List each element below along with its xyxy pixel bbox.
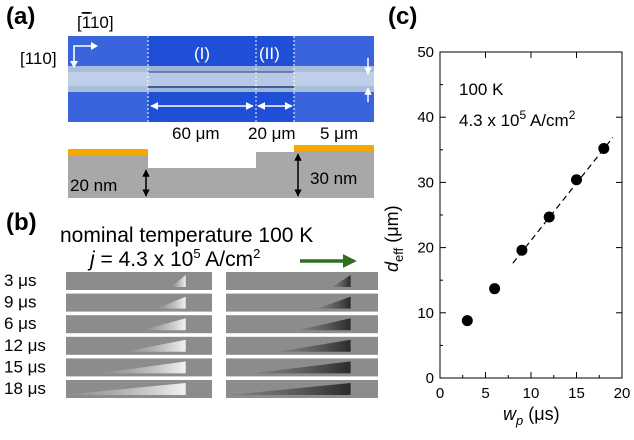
axis-arrowhead-down [70, 61, 78, 68]
image-left-background [66, 293, 212, 312]
bright-domain [61, 383, 186, 395]
bright-domain [98, 361, 186, 374]
y-tick-label: 30 [417, 174, 434, 191]
dark-domain [277, 339, 351, 352]
electrode-right [294, 145, 374, 151]
y-tick-label: 20 [417, 240, 434, 257]
row-time-label: 3 μs [4, 271, 36, 290]
x-tick-label: 15 [568, 385, 585, 402]
annotation-current: 4.3 x 105 A/cm2 [459, 108, 576, 130]
panel-b-label: (b) [6, 209, 37, 236]
row-time-label: 18 μs [4, 379, 46, 398]
plot-frame [439, 51, 623, 379]
panel-a: (a) (I) (II) [110] [110] 60 μm 20 μm [6, 3, 374, 198]
row-time-label: 6 μs [4, 314, 36, 333]
image-right-background [226, 293, 378, 312]
panel-a-label: (a) [6, 3, 35, 30]
image-left-background [66, 358, 212, 377]
y-tick-label: 50 [417, 44, 434, 61]
bright-domain [156, 296, 186, 309]
panel-b-title: nominal temperature 100 K [60, 224, 313, 247]
y-axis-label: deff (μm) [382, 205, 406, 272]
axis-arrowhead-right [91, 42, 98, 50]
image-right-background [226, 315, 378, 334]
bright-domain [171, 275, 186, 287]
bright-domain [141, 318, 186, 331]
image-left-background [66, 315, 212, 334]
data-point [543, 211, 555, 223]
data-point [461, 315, 473, 327]
y-tick-label: 0 [426, 370, 434, 387]
data-point [598, 142, 610, 154]
dark-domain [332, 275, 351, 287]
dim-5-label: 5 μm [320, 124, 358, 143]
image-left-background [66, 336, 212, 355]
row-time-label: 15 μs [4, 357, 46, 376]
data-point [516, 244, 528, 256]
x-tick-label: 0 [436, 385, 444, 402]
thickness-30-label: 30 nm [310, 169, 357, 188]
current-density-label: j = 4.3 x 105 A/cm2 [87, 246, 260, 271]
dim-20-label: 20 μm [248, 124, 296, 143]
region-1-label: (I) [194, 44, 210, 63]
data-point [571, 174, 582, 186]
direction-110bar-label: [110] [77, 13, 114, 32]
dark-domain [297, 318, 351, 331]
row-time-label: 12 μs [4, 336, 46, 355]
data-points [461, 142, 610, 327]
panel-b: (b) nominal temperature 100 K j = 4.3 x … [4, 209, 378, 398]
panel-c: (c) 0 5 10 15 20 0 10 20 30 40 50 100 K 4.3 x 105 … [382, 3, 630, 428]
dark-domain [251, 361, 351, 374]
electrode-left [68, 149, 148, 155]
axis-ticks: 0 5 10 15 20 0 10 20 30 40 50 [417, 44, 630, 402]
x-axis-label: wp (μs) [503, 404, 560, 428]
electrode-right-shade [294, 36, 374, 122]
bright-domain [124, 339, 186, 352]
thickness-20-label: 20 nm [70, 176, 117, 195]
panel-c-label: (c) [388, 3, 417, 30]
wire-strip-inner [68, 72, 374, 86]
dark-domain [229, 383, 351, 395]
annotation-temperature: 100 K [459, 80, 504, 99]
fit-line [512, 137, 614, 264]
image-right-background [226, 272, 378, 290]
x-tick-label: 10 [523, 385, 540, 402]
y-tick-label: 40 [417, 109, 434, 126]
region-2-label: (II) [259, 44, 280, 63]
electrode-left-shade [68, 36, 148, 122]
data-point [489, 283, 501, 295]
direction-110-label: [110] [20, 49, 57, 68]
row-time-label: 9 μs [4, 293, 36, 312]
y-tick-label: 10 [417, 305, 434, 322]
image-left-background [66, 272, 212, 290]
dark-domain [317, 296, 351, 309]
x-tick-label: 5 [481, 385, 489, 402]
x-tick-label: 20 [614, 385, 631, 402]
dim-60-label: 60 μm [172, 124, 220, 143]
crystal-axes-arrows [73, 45, 94, 62]
image-right-background [226, 336, 378, 355]
image-rows: 3 μs 9 μs 6 μs 12 μs 15 μs 18 μs [4, 271, 378, 398]
